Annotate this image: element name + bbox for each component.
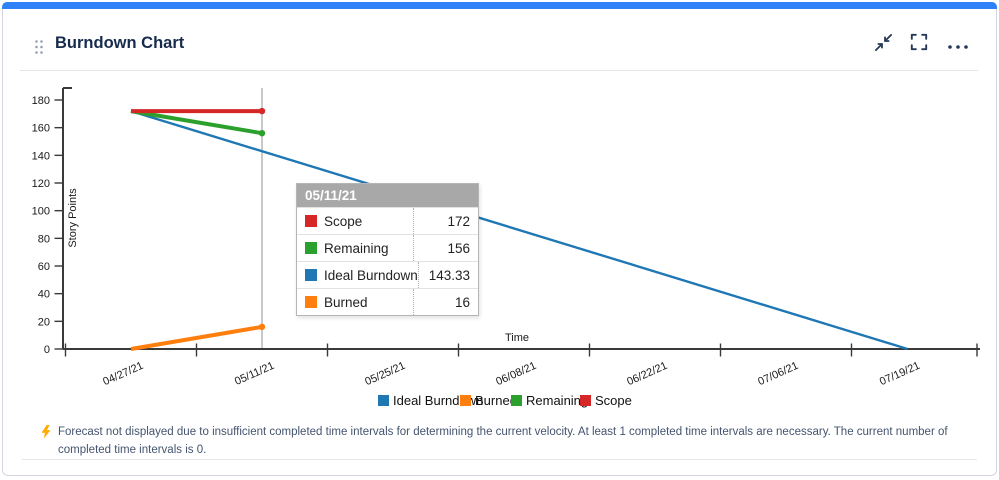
chart-tooltip: 05/11/21 Scope 172 Remaining 156 Ideal B… bbox=[296, 183, 479, 316]
x-tick-label: 04/27/21 bbox=[101, 360, 145, 388]
tooltip-value: 143.33 bbox=[417, 262, 478, 288]
y-axis-title: Story Points bbox=[67, 188, 79, 248]
tooltip-row-scope: Scope 172 bbox=[297, 207, 478, 234]
forecast-warning: Forecast not displayed due to insufficie… bbox=[41, 424, 957, 460]
fullscreen-icon[interactable] bbox=[910, 33, 928, 56]
x-tick-label: 06/22/21 bbox=[625, 360, 669, 388]
tooltip-value: 16 bbox=[413, 289, 478, 315]
x-tick-label: 06/08/21 bbox=[494, 360, 538, 388]
tooltip-label: Remaining bbox=[324, 240, 389, 256]
tooltip-row-remaining: Remaining 156 bbox=[297, 234, 478, 261]
legend-item-label: Burned bbox=[475, 393, 517, 408]
legend-item-scope[interactable]: Scope bbox=[580, 393, 632, 408]
x-tick-label: 07/19/21 bbox=[878, 360, 922, 388]
y-tick-label: 40 bbox=[38, 289, 50, 301]
legend-item-remaining[interactable]: Remaining bbox=[511, 393, 588, 408]
header-divider bbox=[20, 70, 978, 71]
y-tick-label: 0 bbox=[44, 344, 50, 356]
axis-lines bbox=[62, 87, 980, 350]
series-endpoint-dot bbox=[258, 323, 266, 331]
legend-swatch-icon bbox=[580, 395, 591, 406]
forecast-warning-text: Forecast not displayed due to insufficie… bbox=[58, 426, 948, 456]
remaining-swatch-icon bbox=[305, 242, 317, 254]
legend-swatch-icon bbox=[460, 395, 471, 406]
x-tick-label: 07/06/21 bbox=[756, 360, 800, 388]
scope-swatch-icon bbox=[305, 215, 317, 227]
lightning-bolt-icon bbox=[41, 425, 51, 460]
tooltip-row-ideal-burndown: Ideal Burndown 143.33 bbox=[297, 261, 478, 288]
series-endpoint-dot bbox=[258, 107, 266, 115]
tooltip-label: Scope bbox=[324, 213, 363, 229]
chart-legend: Ideal Burndown Burned Remaining Scope bbox=[0, 393, 999, 411]
y-tick-label: 100 bbox=[32, 206, 50, 218]
y-tick-label: 80 bbox=[38, 233, 50, 245]
tooltip-label: Burned bbox=[324, 294, 368, 310]
footer-divider bbox=[22, 459, 977, 460]
x-tick-label: 05/25/21 bbox=[363, 360, 407, 388]
collapse-icon[interactable] bbox=[874, 33, 893, 57]
y-tick-label: 160 bbox=[32, 123, 50, 135]
y-tick-label: 180 bbox=[32, 95, 50, 107]
ideal-burndown-swatch-icon bbox=[305, 269, 317, 281]
card-accent-bar bbox=[2, 2, 997, 9]
tooltip-value: 156 bbox=[413, 235, 478, 261]
series-line-burned bbox=[130, 324, 263, 351]
y-tick-label: 20 bbox=[38, 316, 50, 328]
burned-swatch-icon bbox=[305, 296, 317, 308]
tooltip-value: 172 bbox=[413, 208, 478, 234]
tooltip-row-burned: Burned 16 bbox=[297, 288, 478, 315]
series-line-remaining bbox=[130, 109, 263, 136]
legend-item-label: Scope bbox=[595, 393, 632, 408]
y-tick-label: 140 bbox=[32, 150, 50, 162]
x-axis-title: Time bbox=[505, 332, 529, 344]
y-tick-label: 120 bbox=[32, 178, 50, 190]
series-endpoint-dot bbox=[258, 130, 266, 137]
drag-handle-icon[interactable] bbox=[34, 39, 44, 55]
legend-swatch-icon bbox=[378, 395, 389, 406]
tooltip-date: 05/11/21 bbox=[297, 184, 478, 207]
page-title: Burndown Chart bbox=[55, 34, 185, 52]
legend-item-label: Remaining bbox=[526, 393, 589, 408]
series-line-ideal-burndown bbox=[130, 109, 908, 351]
y-tick-label: 60 bbox=[38, 261, 50, 273]
tooltip-label: Ideal Burndown bbox=[324, 267, 418, 283]
legend-swatch-icon bbox=[511, 395, 522, 406]
more-options-icon[interactable] bbox=[947, 38, 969, 56]
legend-item-burned[interactable]: Burned bbox=[460, 393, 517, 408]
x-tick-label: 05/11/21 bbox=[233, 360, 276, 388]
